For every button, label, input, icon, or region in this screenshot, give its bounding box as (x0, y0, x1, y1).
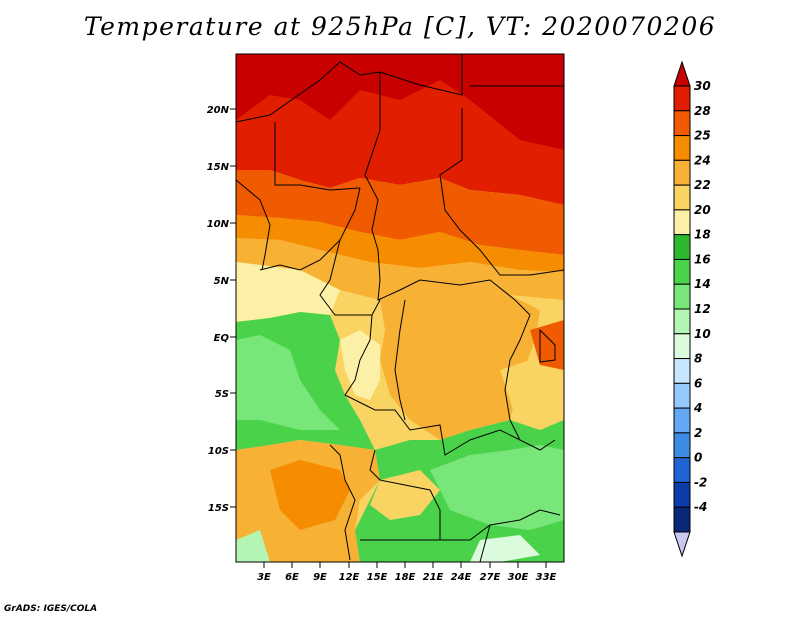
lat-tick-label: 15N (207, 162, 230, 173)
colorbar-label: -2 (694, 475, 707, 489)
lon-axis: 3E 6E 9E 12E 15E 18E 21E 24E 27E 30E 33E (257, 562, 557, 583)
colorbar-label: 28 (694, 104, 711, 118)
colorbar-label: 20 (694, 203, 711, 217)
lat-tick-label: 5N (214, 276, 230, 287)
colorbar-segment (673, 407, 691, 434)
lat-axis: 20N 15N 10N 5N EQ 5S 10S 15S (207, 105, 236, 514)
colorbar-segment (673, 234, 691, 260)
colorbar-label: 10 (694, 327, 711, 341)
colorbar-label: 2 (694, 426, 702, 440)
colorbar-segment (673, 184, 691, 211)
colorbar-segment (673, 432, 691, 459)
colorbar-label: 0 (694, 451, 702, 465)
colorbar-segment (673, 85, 691, 112)
lon-tick-label: 6E (285, 572, 299, 583)
colorbar-label: 18 (694, 228, 711, 242)
lon-tick-label: 3E (257, 572, 271, 583)
colorbar-segment (673, 457, 691, 483)
lon-tick-label: 9E (313, 572, 327, 583)
lat-tick-label: 5S (215, 389, 229, 400)
colorbar-segment (673, 382, 691, 409)
colorbar-label: 22 (694, 178, 711, 192)
colorbar-label: -4 (694, 500, 707, 514)
colorbar-segment (673, 358, 691, 384)
colorbar-segment (673, 308, 691, 335)
lat-tick-label: 10S (208, 446, 229, 457)
lon-tick-label: 18E (395, 572, 416, 583)
colorbar-label: 4 (693, 401, 702, 415)
colorbar-segment (673, 159, 691, 186)
colorbar-label: 6 (694, 376, 702, 390)
colorbar-label: 30 (694, 79, 711, 93)
lat-tick-label: EQ (214, 333, 230, 344)
lat-tick-label: 10N (207, 219, 230, 230)
country-borders (236, 54, 564, 562)
colorbar-label: 25 (694, 129, 711, 143)
lat-tick-label: 20N (207, 105, 230, 116)
colorbar-segment (673, 135, 691, 161)
map-title: Temperature at 925hPa [C], VT: 202007020… (83, 12, 717, 41)
temperature-field (236, 54, 564, 562)
grads-credit: GrADS: IGES/COLA (4, 604, 98, 614)
lat-tick-label: 15S (208, 503, 229, 514)
colorbar-label: 14 (694, 277, 711, 291)
lon-tick-label: 30E (508, 572, 529, 583)
colorbar-segment (673, 506, 691, 533)
lon-tick-label: 15E (367, 572, 388, 583)
colorbar-label: 12 (694, 302, 711, 316)
colorbar-arrow-bottom (673, 531, 691, 558)
colorbar-segment (673, 333, 691, 360)
colorbar-label: 8 (694, 352, 702, 366)
colorbar-segment (673, 283, 691, 310)
colorbar-segment (673, 258, 691, 285)
colorbar-segment (673, 481, 691, 508)
lon-tick-label: 12E (339, 572, 360, 583)
lon-tick-label: 21E (423, 572, 444, 583)
colorbar-segment (673, 209, 691, 236)
colorbar-arrow-top (673, 60, 691, 87)
colorbar-segment (673, 110, 691, 137)
colorbar-label: 24 (694, 153, 711, 167)
lon-tick-label: 27E (480, 572, 501, 583)
colorbar-label: 16 (694, 252, 711, 266)
lon-tick-label: 24E (451, 572, 472, 583)
map-frame (235, 53, 565, 563)
lon-tick-label: 33E (536, 572, 557, 583)
